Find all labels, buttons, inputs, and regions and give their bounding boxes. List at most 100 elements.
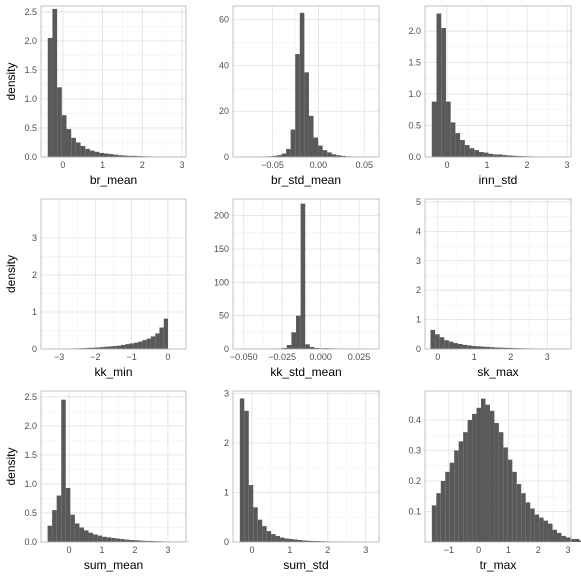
- y-tick-label: 0.3: [408, 445, 421, 455]
- histogram-bar: [513, 348, 518, 349]
- histogram-bar: [430, 329, 436, 349]
- histogram-bar: [548, 523, 553, 542]
- y-tick-label: 2.5: [24, 392, 37, 402]
- x-tick-label: 3: [564, 160, 569, 170]
- histogram-bar: [280, 537, 285, 542]
- y-tick-label: 1.0: [24, 479, 37, 489]
- histogram-bar: [479, 151, 484, 157]
- histogram-bar: [103, 346, 109, 349]
- histogram-bar: [499, 347, 505, 349]
- y-tick-label: 0.1: [408, 506, 421, 516]
- histogram-bar: [311, 541, 316, 542]
- histogram-bar: [574, 538, 580, 542]
- histogram-bar: [56, 495, 62, 542]
- histogram-bar: [299, 12, 305, 158]
- histogram-bar: [494, 347, 500, 349]
- panel-sum-std: 0 1 2 3 0 1 2 3 sum_std: [224, 388, 380, 572]
- histogram-bar: [450, 122, 456, 157]
- histogram-bar: [120, 344, 126, 349]
- histogram-bar: [65, 487, 71, 542]
- histogram-bar: [490, 347, 495, 349]
- panel-border: [232, 390, 380, 543]
- histogram-bar: [314, 348, 320, 349]
- histogram-bar: [435, 334, 440, 349]
- histogram-bar: [315, 541, 321, 542]
- x-tick-label: 3: [566, 545, 571, 555]
- histogram-bar: [444, 340, 449, 349]
- y-tick-label: 50: [219, 311, 229, 321]
- histogram-bar: [66, 129, 72, 157]
- x-tick-label: 0: [435, 352, 440, 362]
- x-tick-label: 0.025: [348, 352, 371, 362]
- histogram-bar: [570, 538, 575, 542]
- panel-border: [424, 5, 572, 158]
- panel-br-std-mean: −0.05 0.00 0.05 0 20 40 60 br_std_mean: [219, 5, 380, 187]
- y-tick-label: 0.5: [24, 123, 37, 133]
- x-axis-title: inn_std: [479, 173, 518, 187]
- histogram-bar: [133, 342, 139, 349]
- histogram-bar: [297, 540, 303, 542]
- histogram-bar: [118, 155, 123, 157]
- histogram-bar: [454, 450, 459, 542]
- histogram-bar: [440, 480, 446, 542]
- x-tick-label: 3: [545, 352, 550, 362]
- histogram-bar: [239, 398, 245, 542]
- histogram-bar: [497, 154, 503, 157]
- histogram-bar: [80, 145, 86, 157]
- y-tick-label: 0: [224, 344, 229, 354]
- histogram-bar: [464, 145, 470, 157]
- panel-border: [232, 198, 380, 350]
- histogram-bar: [147, 540, 153, 542]
- panel-tr-max: −1 0 1 2 3 0.1 0.2 0.3 0.4 tr_max: [408, 390, 581, 572]
- panel-border: [424, 390, 572, 543]
- panel-sk-max: 0 1 2 3 0 1 2 3 4 5 sk_max: [416, 197, 572, 379]
- histogram-bar: [485, 404, 490, 542]
- x-tick-label: 1: [472, 352, 477, 362]
- x-tick-label: 3: [165, 545, 170, 555]
- x-tick-label: −2: [90, 352, 100, 362]
- x-tick-label: 1: [287, 545, 292, 555]
- y-tick-label: 2.0: [24, 36, 37, 46]
- x-tick-label: 1: [99, 545, 104, 555]
- x-axis-title: sum_mean: [84, 558, 143, 572]
- histogram-bar: [266, 531, 272, 542]
- x-tick-label: 2: [132, 545, 137, 555]
- x-tick-label: 2: [140, 160, 145, 170]
- x-tick-label: −0.025: [268, 352, 296, 362]
- panel-kk-std-mean: −0.050 −0.025 0.000 0.025 0 50 100 150 200 kk_std…: [214, 198, 380, 379]
- y-tick-label: 3: [32, 233, 37, 243]
- y-tick-label: 0: [32, 344, 37, 354]
- histogram-bar: [155, 333, 160, 349]
- y-tick-label: 0.0: [408, 152, 421, 162]
- x-tick-label: 3: [363, 545, 368, 555]
- histogram-bar: [318, 145, 323, 157]
- histogram-bar: [61, 399, 66, 542]
- histogram-bar: [431, 505, 437, 542]
- y-tick-label: 0.0: [24, 152, 37, 162]
- histogram-bar: [305, 344, 310, 349]
- y-tick-label: 2: [416, 285, 421, 295]
- panel-border: [232, 5, 380, 158]
- histogram-bar: [445, 471, 450, 542]
- histogram-bar: [99, 152, 105, 157]
- x-axis-title: br_mean: [90, 173, 137, 187]
- histogram-bar: [476, 407, 482, 542]
- panel-inn-std: 0 1 2 3 0.0 0.5 1.0 1.5 2.0 inn_std: [408, 5, 572, 187]
- y-tick-label: 1: [224, 487, 229, 497]
- y-tick-label: 60: [219, 15, 229, 25]
- histogram-bar: [93, 534, 98, 542]
- histogram-bar: [132, 155, 137, 157]
- y-tick-label: 4: [416, 226, 421, 236]
- y-tick-label: 0: [416, 344, 421, 354]
- histogram-bar: [74, 523, 80, 542]
- histogram-bar: [336, 155, 341, 157]
- histogram-bar: [441, 28, 446, 158]
- histogram-bar: [89, 150, 95, 157]
- histogram-bar: [481, 398, 486, 542]
- histogram-bar: [257, 519, 263, 542]
- y-axis-title: density: [4, 447, 18, 485]
- x-tick-label: −3: [54, 352, 64, 362]
- histogram-bar: [458, 441, 464, 542]
- histogram-bar: [138, 341, 143, 349]
- histogram-bar: [503, 447, 508, 542]
